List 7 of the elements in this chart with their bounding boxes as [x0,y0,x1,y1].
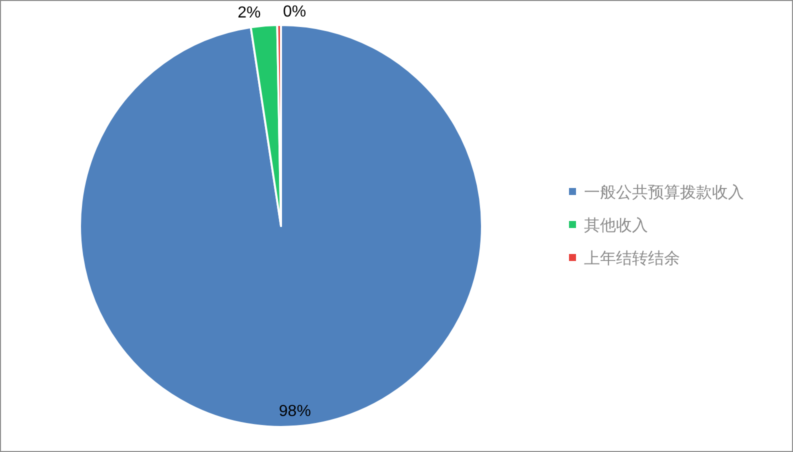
legend-label: 上年结转结余 [584,248,680,268]
data-label: 98% [278,402,311,420]
legend-label: 一般公共预算拨款收入 [584,182,744,202]
data-label: 0% [282,4,306,21]
data-label: 2% [238,4,261,22]
pie-slice [79,24,483,428]
legend-label: 其他收入 [584,216,648,235]
